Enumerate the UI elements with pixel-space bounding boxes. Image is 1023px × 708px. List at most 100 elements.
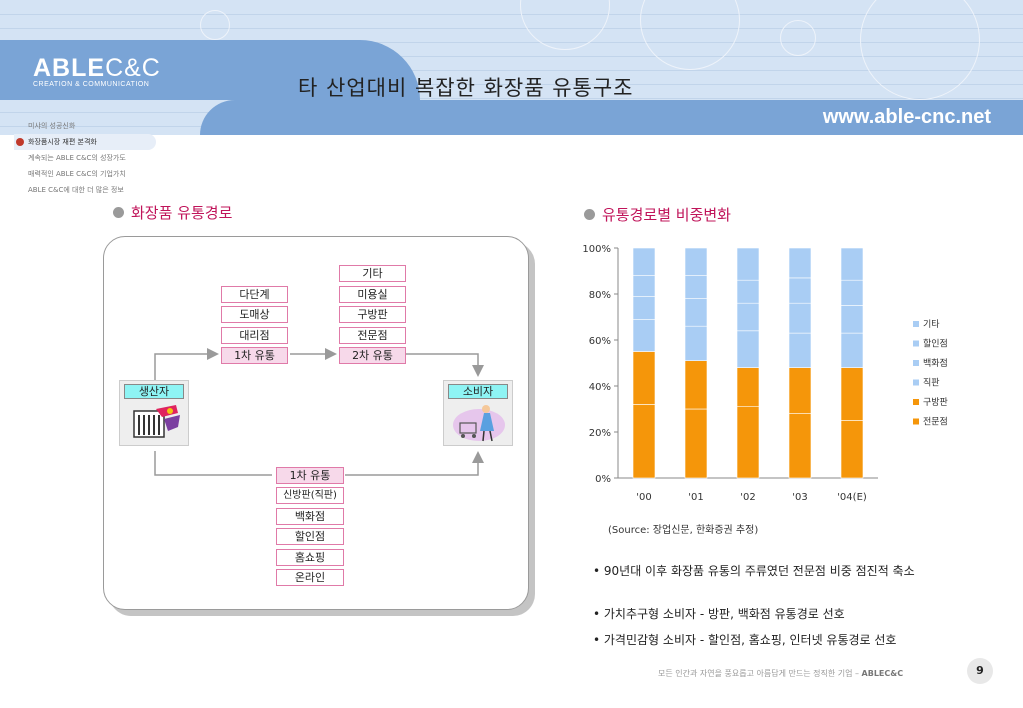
legend-swatch (913, 340, 919, 347)
bar-segment (788, 277, 812, 304)
nav-item-more-info[interactable]: ABLE C&C에 대한 더 많은 정보 (28, 186, 124, 194)
bar-segment (632, 295, 656, 320)
channel-home-shopping: 홈쇼핑 (276, 549, 344, 566)
first-distribution-upper: 1차 유통 (221, 347, 288, 364)
legend-label: 기타 (923, 319, 940, 330)
bar-segment (840, 332, 864, 368)
y-tick-label: 100% (582, 244, 611, 255)
legend-swatch (913, 321, 919, 327)
x-tick-label: '04(E) (837, 492, 867, 503)
y-tick-label: 60% (589, 336, 611, 347)
page-title: 타 산업대비 복잡한 화장품 유통구조 (298, 76, 634, 100)
chart-source: (Source: 장업신문, 한화증권 추정) (608, 525, 759, 536)
nav-item-growth[interactable]: 계속되는 ABLE C&C의 성장가도 (28, 154, 126, 162)
bar-segment (736, 279, 760, 304)
channel-agency: 대리점 (221, 327, 288, 344)
bar-segment (632, 351, 656, 405)
bar-segment (788, 332, 812, 368)
flower-bullet-icon (16, 138, 24, 146)
channel-online: 온라인 (276, 569, 344, 586)
bar-segment (736, 406, 760, 479)
first-distribution-lower: 1차 유통 (276, 467, 344, 484)
bar-segment (788, 247, 812, 279)
producer-node: 생산자 (119, 380, 189, 446)
bar-segment (788, 302, 812, 334)
header-band-lower (200, 100, 1023, 135)
bar-segment (736, 302, 760, 332)
x-tick-label: '03 (792, 492, 807, 503)
legend-label: 할인점 (923, 338, 948, 350)
gray-bullet-icon (584, 209, 595, 220)
bar-segment (632, 404, 656, 479)
header-band (0, 40, 420, 100)
bar-segment (840, 279, 864, 306)
bar-segment (684, 408, 708, 479)
y-tick-label: 40% (589, 382, 611, 393)
legend-label: 백화점 (923, 357, 948, 369)
shopper-clipart-icon (453, 405, 505, 442)
right-section-title: 유통경로별 비중변화 (584, 204, 731, 225)
channel-specialty-store: 전문점 (339, 327, 406, 344)
legend-swatch (913, 379, 919, 386)
nav-item-value[interactable]: 매력적인 ABLE C&C의 기업가치 (28, 170, 126, 178)
side-navigation: 미샤의 성공신화 화장품시장 재편 본격화 계속되는 ABLE C&C의 성장가… (14, 118, 156, 198)
note-specialty-decline: • 90년대 이후 화장품 유통의 주류였던 전문점 비중 점진적 축소 (593, 564, 915, 578)
company-logo[interactable]: ABLEC&C CREATION & COMMUNICATION (33, 54, 161, 88)
bar-segment (684, 325, 708, 361)
bar-segment (684, 360, 708, 410)
bar-segment (840, 367, 864, 421)
gray-bullet-icon (113, 207, 124, 218)
bar-segment (632, 275, 656, 297)
left-section-title: 화장품 유통경로 (113, 204, 253, 222)
page-number: 9 (967, 658, 993, 684)
bar-segment (684, 298, 708, 327)
stacked-bar-chart: 0% 20% 40% 60% 80% 100% '00 '01 '02 '03 '04(E) 기타할인… (582, 244, 948, 503)
bar-segment (684, 275, 708, 299)
channel-new-door-to-door: 신방판(직판) (276, 487, 344, 504)
legend-label: 전문점 (923, 416, 948, 428)
bar-segment (632, 247, 656, 276)
note-value-seekers: • 가치추구형 소비자 - 방판, 백화점 유통경로 선호 (593, 607, 845, 621)
y-tick-label: 0% (595, 474, 611, 485)
x-tick-label: '02 (740, 492, 755, 503)
footer-slogan: 모든 인간과 자연을 풍요롭고 아름답게 만드는 정직한 기업 – ABLEC&… (658, 669, 904, 678)
channel-department-store: 백화점 (276, 508, 344, 525)
nav-item-misha-success[interactable]: 미샤의 성공신화 (28, 122, 76, 130)
channel-multilevel: 다단계 (221, 286, 288, 303)
bar-segment (840, 305, 864, 334)
legend-swatch (913, 399, 919, 405)
channel-other: 기타 (339, 265, 406, 282)
legend-swatch (913, 418, 919, 425)
bar-segment (788, 367, 812, 414)
bar-segment (736, 330, 760, 368)
bar-segment (632, 319, 656, 352)
website-url[interactable]: www.able-cnc.net (822, 106, 991, 128)
note-price-sensitive: • 가격민감형 소비자 - 할인점, 홈쇼핑, 인터넷 유통경로 선호 (593, 633, 897, 647)
channel-beauty-salon: 미용실 (339, 286, 406, 303)
legend-label: 직판 (923, 378, 940, 389)
y-tick-label: 20% (589, 428, 611, 439)
x-tick-label: '01 (688, 492, 703, 503)
second-distribution: 2차 유통 (339, 347, 406, 364)
bar-segment (840, 247, 864, 281)
bar-segment (684, 247, 708, 276)
factory-clipart-icon (133, 405, 180, 438)
bar-segment (736, 247, 760, 281)
y-tick-label: 80% (589, 290, 611, 301)
header-background (0, 0, 1023, 135)
consumer-node: 소비자 (443, 380, 513, 446)
bar-segment (736, 367, 760, 408)
x-tick-label: '00 (636, 492, 651, 503)
channel-discount-store: 할인점 (276, 528, 344, 545)
consumer-label: 소비자 (448, 384, 508, 399)
channel-old-door-to-door: 구방판 (339, 306, 406, 323)
channel-wholesaler: 도매상 (221, 306, 288, 323)
legend-swatch (913, 360, 919, 366)
nav-item-market-reorganization[interactable]: 화장품시장 재편 본격화 (14, 134, 156, 150)
bar-segment (788, 413, 812, 479)
producer-label: 생산자 (124, 384, 184, 399)
legend-label: 구방판 (923, 397, 948, 408)
bar-segment (840, 420, 864, 479)
